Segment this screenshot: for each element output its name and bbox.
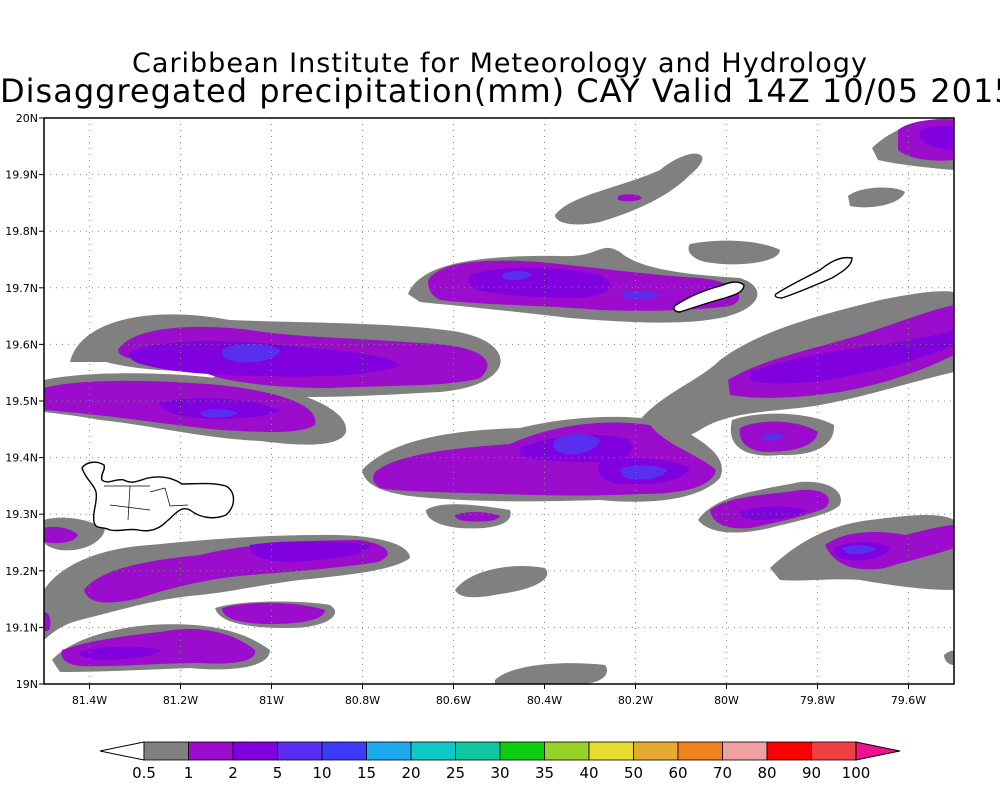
lat-tick-label: 19.6N (5, 338, 38, 351)
lat-tick-label: 19.5N (5, 395, 38, 408)
lon-tick-label: 79.8W (800, 694, 835, 707)
lon-tick-label: 81W (259, 694, 284, 707)
colorbar-label: 50 (624, 764, 643, 782)
grand-cayman (81, 461, 235, 532)
colorbar-swatch (677, 741, 723, 761)
colorbar-swatch (232, 741, 278, 761)
colorbar-swatch (321, 741, 367, 761)
colorbar-label: 5 (273, 764, 283, 782)
colorbar-swatch (588, 741, 634, 761)
lon-tick-label: 80W (714, 694, 739, 707)
lat-tick-label: 19N (16, 678, 38, 691)
colorbar-labels: 0.5 1 2 5 10 15 20 25 30 35 40 50 60 70 80 90 100 (132, 764, 870, 782)
colorbar-label: 30 (490, 764, 509, 782)
precip-level-5mm (200, 271, 876, 554)
colorbar-label: 0.5 (132, 764, 156, 782)
colorbar-swatch (366, 741, 412, 761)
lat-tick-label: 19.8N (5, 225, 38, 238)
cayman-brac (774, 256, 853, 299)
colorbar-swatch (544, 741, 590, 761)
chart-title: Caribbean Institute for Meteorology and … (132, 48, 868, 79)
colorbar (99, 741, 901, 761)
colorbar-label: 15 (357, 764, 376, 782)
colorbar-swatch-under (99, 741, 145, 761)
lat-tick-label: 19.7N (5, 282, 38, 295)
colorbar-label: 10 (312, 764, 331, 782)
lon-tick-label: 80.4W (527, 694, 562, 707)
colorbar-swatch (499, 741, 545, 761)
colorbar-swatch (811, 741, 857, 761)
lat-tick-label: 19.2N (5, 565, 38, 578)
colorbar-swatch (722, 741, 768, 761)
colorbar-label: 2 (228, 764, 238, 782)
colorbar-label: 25 (446, 764, 465, 782)
colorbar-swatch (188, 741, 234, 761)
colorbar-label: 1 (184, 764, 194, 782)
lat-tick-label: 19.4N (5, 452, 38, 465)
colorbar-swatch (455, 741, 501, 761)
colorbar-label: 90 (802, 764, 821, 782)
colorbar-label: 60 (668, 764, 687, 782)
little-cayman (673, 281, 745, 313)
lon-tick-label: 79.6W (891, 694, 926, 707)
colorbar-swatch-over (855, 741, 901, 761)
precipitation-field (44, 118, 954, 684)
colorbar-swatch (766, 741, 812, 761)
colorbar-label: 70 (713, 764, 732, 782)
lon-tick-label: 80.2W (618, 694, 653, 707)
colorbar-label: 100 (842, 764, 871, 782)
colorbar-swatch (277, 741, 323, 761)
colorbar-swatch (410, 741, 456, 761)
latitude-labels: 20N 19.9N 19.8N 19.7N 19.6N 19.5N 19.4N 19.3N 19… (5, 112, 44, 691)
colorbar-label: 35 (535, 764, 554, 782)
grand-cayman-districts (104, 485, 189, 521)
lat-tick-label: 19.9N (5, 169, 38, 182)
islands (81, 256, 853, 532)
colorbar-swatch (633, 741, 679, 761)
lon-tick-label: 80.8W (345, 694, 380, 707)
lon-tick-label: 81.2W (163, 694, 198, 707)
colorbar-label: 20 (401, 764, 420, 782)
lat-tick-label: 19.1N (5, 621, 38, 634)
lat-tick-label: 19.3N (5, 508, 38, 521)
colorbar-label: 80 (757, 764, 776, 782)
lon-tick-label: 81.4W (72, 694, 107, 707)
lon-tick-label: 80.6W (436, 694, 471, 707)
colorbar-swatch (143, 741, 189, 761)
colorbar-label: 40 (579, 764, 598, 782)
chart-subtitle: Disaggregated precipitation(mm) CAY Vali… (0, 72, 1000, 110)
longitude-labels: 81.4W 81.2W 81W 80.8W 80.6W 80.4W 80.2W 80W 79.8… (72, 684, 926, 707)
lat-tick-label: 20N (16, 112, 38, 125)
